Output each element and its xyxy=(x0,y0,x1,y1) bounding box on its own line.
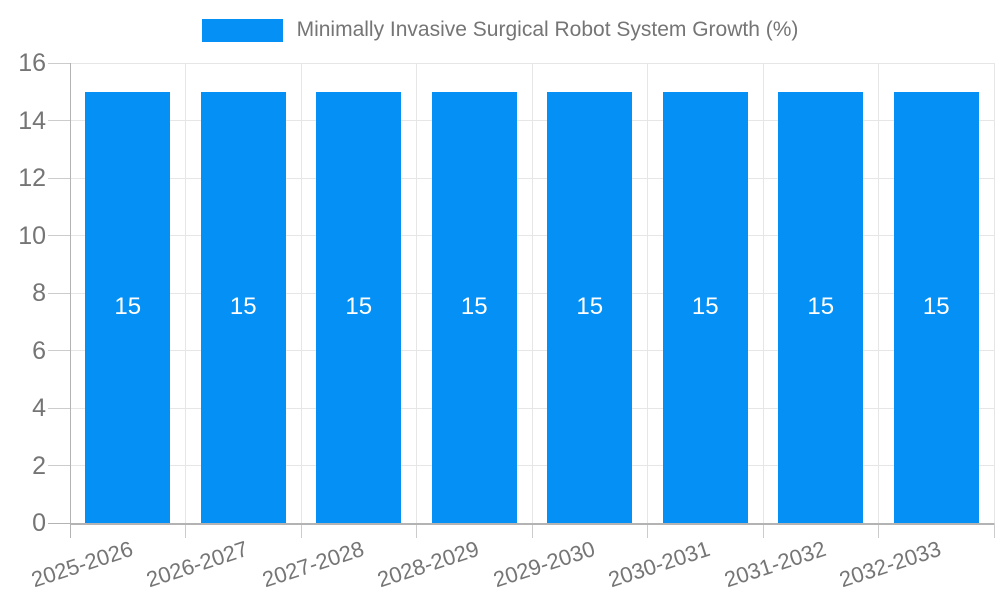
bar-value-label: 15 xyxy=(460,293,488,321)
y-tick-label: 2 xyxy=(32,451,46,480)
legend-swatch xyxy=(201,18,283,42)
y-axis-tick xyxy=(48,350,70,351)
bar-value-label: 15 xyxy=(229,293,257,321)
bar[interactable]: 15 xyxy=(893,91,979,523)
x-axis-tick xyxy=(762,523,764,538)
x-axis-tick xyxy=(878,523,879,538)
y-tick-label: 6 xyxy=(32,336,46,365)
gridline xyxy=(531,63,533,523)
bar[interactable]: 15 xyxy=(85,91,171,523)
bar-value-label: 15 xyxy=(114,293,142,321)
y-axis-tick xyxy=(48,292,70,294)
gridline xyxy=(185,63,186,523)
legend-label: Minimally Invasive Surgical Robot System… xyxy=(296,18,799,41)
x-axis-tick xyxy=(69,523,71,538)
bar[interactable]: 15 xyxy=(547,91,633,523)
y-axis-tick xyxy=(48,522,70,524)
x-axis-tick xyxy=(416,523,417,538)
bar-value-label: 15 xyxy=(345,293,373,321)
y-axis-tick xyxy=(48,62,70,64)
y-tick-label: 0 xyxy=(32,509,46,537)
gridline xyxy=(300,63,302,523)
chart-legend[interactable]: Minimally Invasive Surgical Robot System… xyxy=(0,18,1000,42)
y-tick-label: 10 xyxy=(18,221,46,250)
x-tick-label: 2028-2029 xyxy=(374,536,482,593)
x-tick-label: 2030-2031 xyxy=(605,536,713,593)
y-tick-label: 16 xyxy=(18,49,46,77)
y-axis-tick xyxy=(48,407,70,409)
bar[interactable]: 15 xyxy=(778,91,864,523)
bar[interactable]: 15 xyxy=(662,91,748,523)
bar-value-label: 15 xyxy=(807,293,835,321)
x-axis-line xyxy=(70,522,994,525)
y-axis-tick xyxy=(48,235,70,236)
y-tick-label: 8 xyxy=(32,279,46,307)
x-tick-label: 2031-2032 xyxy=(720,536,829,593)
bar-value-label: 15 xyxy=(576,293,604,321)
y-axis-tick xyxy=(48,177,70,179)
bar[interactable]: 15 xyxy=(431,91,517,523)
x-tick-label: 2032-2033 xyxy=(836,536,944,593)
bar[interactable]: 15 xyxy=(200,91,286,523)
x-axis-tick xyxy=(185,523,186,538)
bar-value-label: 15 xyxy=(922,293,950,321)
x-tick-label: 2029-2030 xyxy=(489,536,598,593)
x-axis-tick xyxy=(300,523,302,538)
y-axis-line xyxy=(69,63,71,523)
x-tick-label: 2026-2027 xyxy=(143,536,251,593)
x-axis-tick xyxy=(647,523,648,538)
x-tick-label: 2025-2026 xyxy=(27,536,136,593)
y-tick-label: 12 xyxy=(18,164,46,192)
bar[interactable]: 15 xyxy=(316,91,402,523)
y-axis-tick xyxy=(48,465,70,466)
bar-value-label: 15 xyxy=(691,293,719,321)
y-tick-label: 4 xyxy=(32,394,46,422)
gridline xyxy=(878,63,879,523)
gridline xyxy=(647,63,648,523)
y-axis-tick xyxy=(48,120,70,121)
y-tick-label: 14 xyxy=(18,106,46,135)
gridline xyxy=(993,63,995,523)
x-axis-tick xyxy=(993,523,995,538)
x-axis-tick xyxy=(531,523,533,538)
gridline xyxy=(762,63,764,523)
x-tick-label: 2027-2028 xyxy=(258,536,367,593)
gridline xyxy=(416,63,417,523)
